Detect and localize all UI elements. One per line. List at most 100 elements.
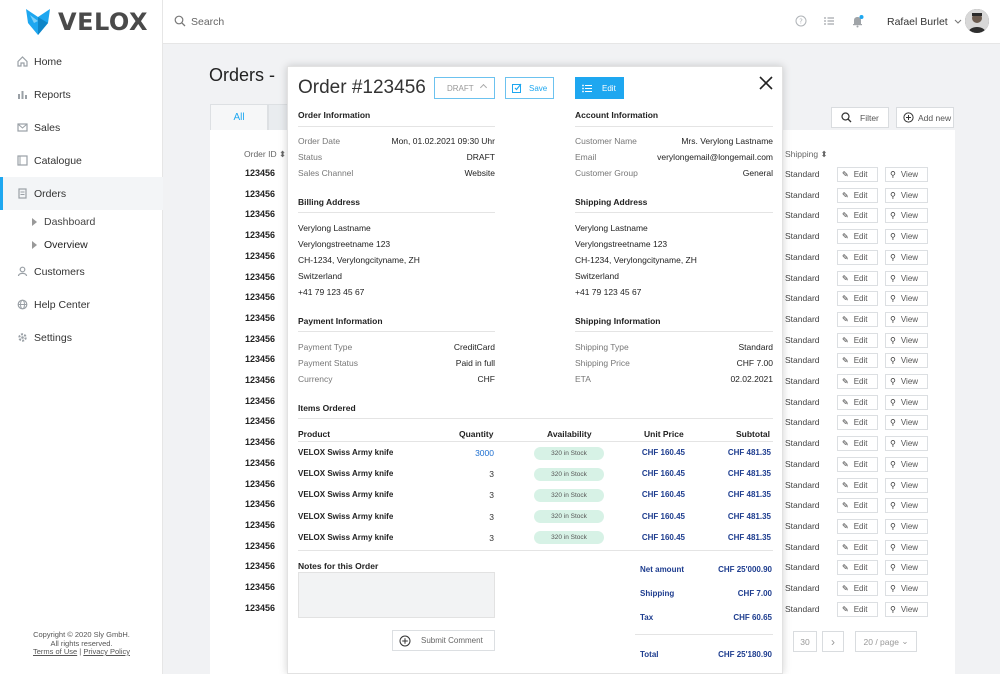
- sidebar-item-help-center[interactable]: Help Center: [0, 288, 163, 321]
- pager-page-button[interactable]: 30: [793, 631, 817, 652]
- row-view-button[interactable]: ⚲ View: [885, 353, 928, 369]
- row-edit-button[interactable]: ✎ Edit: [837, 498, 878, 514]
- sidebar-item-catalogue[interactable]: Catalogue: [0, 144, 163, 177]
- row-view-button[interactable]: ⚲ View: [885, 229, 928, 245]
- user-menu[interactable]: Rafael Burlet: [887, 16, 962, 28]
- row-edit-button[interactable]: ✎ Edit: [837, 539, 878, 555]
- row-view-button[interactable]: ⚲ View: [885, 498, 928, 514]
- edit-label: Edit: [853, 294, 868, 304]
- add-new-label: Add new: [918, 112, 952, 123]
- plus-circle-icon: [399, 635, 411, 646]
- row-edit-button[interactable]: ✎ Edit: [837, 187, 878, 203]
- sidebar-item-reports[interactable]: Reports: [0, 78, 163, 111]
- notes-textarea[interactable]: [298, 572, 495, 618]
- task-list-icon[interactable]: [822, 14, 836, 28]
- bar-chart-icon: [16, 89, 28, 101]
- edit-icon: ✎: [842, 459, 849, 469]
- sidebar-item-orders[interactable]: Orders: [0, 177, 163, 210]
- sidebar-item-label: Home: [34, 55, 63, 68]
- row-edit-button[interactable]: ✎ Edit: [837, 208, 878, 224]
- item-subtotal: CHF 481.35: [727, 511, 771, 521]
- row-edit-button[interactable]: ✎ Edit: [837, 374, 878, 389]
- search-input[interactable]: [191, 13, 391, 31]
- row-view-button[interactable]: ⚲ View: [885, 270, 928, 286]
- row-edit-button[interactable]: ✎ Edit: [837, 581, 878, 596]
- close-icon[interactable]: [758, 75, 774, 91]
- row-edit-button[interactable]: ✎ Edit: [837, 436, 878, 452]
- column-header-order-id[interactable]: Order ID ⬍: [244, 149, 286, 160]
- shipping-cell: Standard: [785, 189, 820, 200]
- billing-address-title: Billing Address: [298, 197, 361, 207]
- row-view-button[interactable]: ⚲ View: [885, 518, 928, 534]
- status-select[interactable]: DRAFT: [434, 77, 495, 99]
- row-edit-button[interactable]: ✎ Edit: [837, 249, 878, 265]
- row-edit-button[interactable]: ✎ Edit: [837, 270, 878, 286]
- billing-line: CH-1234, Verylongcityname, ZH: [298, 255, 420, 265]
- search-icon: ⚲: [890, 521, 896, 531]
- row-view-button[interactable]: ⚲ View: [885, 332, 928, 348]
- row-edit-button[interactable]: ✎ Edit: [837, 477, 878, 493]
- bell-icon[interactable]: [850, 14, 864, 28]
- row-edit-button[interactable]: ✎ Edit: [837, 332, 878, 348]
- row-view-button[interactable]: ⚲ View: [885, 208, 928, 224]
- row-view-button[interactable]: ⚲ View: [885, 249, 928, 265]
- sort-icon: ⬍: [278, 149, 287, 159]
- divider: [575, 331, 773, 332]
- row-view-button[interactable]: ⚲ View: [885, 187, 928, 203]
- add-new-button[interactable]: Add new: [896, 107, 954, 128]
- avatar[interactable]: [965, 9, 989, 33]
- row-edit-button[interactable]: ✎ Edit: [837, 394, 878, 410]
- tab-all[interactable]: All: [210, 104, 268, 130]
- edit-icon: ✎: [842, 563, 849, 573]
- tab-next[interactable]: [268, 104, 288, 130]
- sidebar-item-sales[interactable]: Sales: [0, 111, 163, 144]
- row-edit-button[interactable]: ✎ Edit: [837, 518, 878, 534]
- row-view-button[interactable]: ⚲ View: [885, 415, 928, 431]
- row-edit-button[interactable]: ✎ Edit: [837, 353, 878, 369]
- filter-button[interactable]: Filter: [831, 107, 889, 128]
- tab-label: All: [233, 112, 245, 123]
- availability-badge: 320 in Stock: [534, 510, 604, 524]
- row-edit-button[interactable]: ✎ Edit: [837, 167, 878, 182]
- edit-label: Edit: [853, 521, 868, 531]
- save-button[interactable]: Save: [505, 77, 554, 99]
- row-view-button[interactable]: ⚲ View: [885, 581, 928, 596]
- sidebar-item-home[interactable]: Home: [0, 45, 163, 78]
- gear-icon: [16, 332, 28, 344]
- row-view-button[interactable]: ⚲ View: [885, 311, 928, 327]
- terms-link[interactable]: Terms of Use: [33, 647, 78, 656]
- row-edit-button[interactable]: ✎ Edit: [837, 601, 878, 617]
- row-edit-button[interactable]: ✎ Edit: [837, 415, 878, 431]
- edit-button[interactable]: Edit: [575, 77, 624, 99]
- row-view-button[interactable]: ⚲ View: [885, 436, 928, 452]
- row-view-button[interactable]: ⚲ View: [885, 539, 928, 555]
- row-edit-button[interactable]: ✎ Edit: [837, 229, 878, 245]
- row-view-button[interactable]: ⚲ View: [885, 560, 928, 576]
- row-view-button[interactable]: ⚲ View: [885, 601, 928, 617]
- sidebar-item-customers[interactable]: Customers: [0, 255, 163, 288]
- help-icon[interactable]: ?: [794, 14, 808, 28]
- row-view-button[interactable]: ⚲ View: [885, 291, 928, 307]
- row-edit-button[interactable]: ✎ Edit: [837, 456, 878, 472]
- sidebar-subitem-dashboard[interactable]: Dashboard: [32, 216, 95, 228]
- view-label: View: [900, 604, 919, 614]
- submit-comment-button[interactable]: Submit Comment: [392, 630, 495, 651]
- row-view-button[interactable]: ⚲ View: [885, 394, 928, 410]
- brand-logo[interactable]: VELOX: [26, 8, 148, 36]
- row-view-button[interactable]: ⚲ View: [885, 456, 928, 472]
- search-icon: ⚲: [890, 542, 896, 552]
- row-view-button[interactable]: ⚲ View: [885, 477, 928, 493]
- row-view-button[interactable]: ⚲ View: [885, 374, 928, 389]
- privacy-link[interactable]: Privacy Policy: [83, 647, 130, 656]
- row-edit-button[interactable]: ✎ Edit: [837, 560, 878, 576]
- order-id-cell: 123456: [245, 312, 276, 323]
- pager-next-button[interactable]: ›: [822, 631, 844, 652]
- edit-label: Edit: [853, 377, 868, 386]
- row-edit-button[interactable]: ✎ Edit: [837, 311, 878, 327]
- sidebar-subitem-overview[interactable]: Overview: [32, 239, 88, 251]
- row-edit-button[interactable]: ✎ Edit: [837, 291, 878, 307]
- row-view-button[interactable]: ⚲ View: [885, 167, 928, 182]
- sidebar-item-settings[interactable]: Settings: [0, 321, 163, 354]
- per-page-select[interactable]: 20 / page ⌄: [855, 631, 917, 652]
- column-header-shipping[interactable]: Shipping ⬍: [785, 149, 828, 160]
